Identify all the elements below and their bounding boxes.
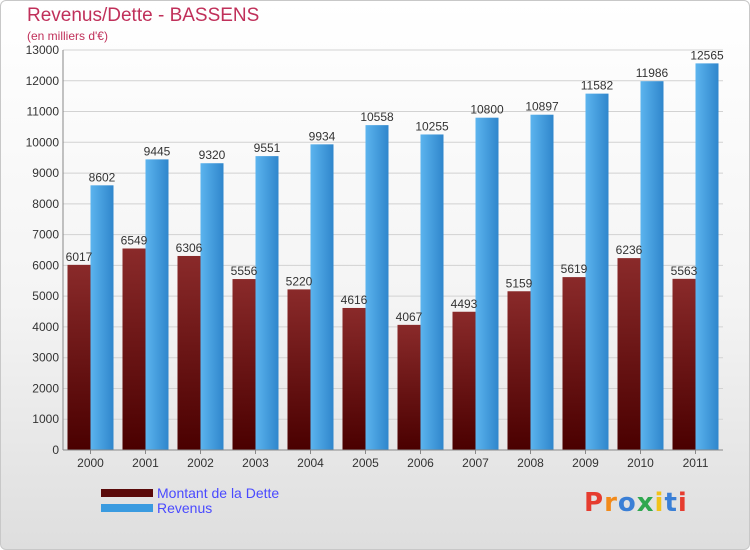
x-tick-label: 2005 <box>352 456 379 470</box>
chart-title: Revenus/Dette - BASSENS <box>27 5 260 26</box>
y-tick-label: 13000 <box>26 43 60 57</box>
y-tick-label: 7000 <box>32 228 59 242</box>
y-tick-label: 11000 <box>27 105 60 119</box>
legend-label-debt: Montant de la Dette <box>157 485 280 501</box>
data-label-dette: 5556 <box>231 264 258 278</box>
bar-revenus <box>475 117 499 450</box>
bar-revenus <box>255 156 279 450</box>
bar-revenus <box>585 93 609 450</box>
y-tick-label: 1000 <box>32 412 59 426</box>
data-label-dette: 4067 <box>396 310 423 324</box>
data-label-dette: 6236 <box>616 243 643 257</box>
legend-swatch-revenus <box>101 504 153 512</box>
logo-letter: i <box>677 488 688 518</box>
bar-revenus <box>695 63 719 451</box>
x-tick-label: 2010 <box>627 456 654 470</box>
y-tick-label: 5000 <box>32 289 59 303</box>
bar-dette <box>507 291 531 450</box>
x-tick-label: 2003 <box>242 456 269 470</box>
legend-label-revenus: Revenus <box>157 500 213 516</box>
bar-dette <box>287 289 311 450</box>
data-label-revenus: 11986 <box>636 66 669 80</box>
x-tick-label: 2006 <box>407 456 434 470</box>
data-label-dette: 6017 <box>66 250 93 264</box>
logo-letter: o <box>617 488 637 518</box>
x-tick-label: 2000 <box>77 456 104 470</box>
data-label-revenus: 9551 <box>254 141 281 155</box>
data-label-dette: 4493 <box>451 297 478 311</box>
legend-swatch-debt <box>101 489 153 497</box>
data-label-revenus: 8602 <box>89 170 116 184</box>
y-tick-label: 12000 <box>26 74 60 88</box>
data-label-dette: 6549 <box>121 233 148 247</box>
y-tick-label: 6000 <box>32 258 59 272</box>
bar-dette <box>342 307 366 450</box>
bar-revenus <box>365 125 389 450</box>
y-tick-label: 9000 <box>32 166 59 180</box>
y-tick-label: 4000 <box>32 320 59 334</box>
data-label-dette: 5220 <box>286 274 313 288</box>
data-label-revenus: 10897 <box>525 100 559 114</box>
data-label-dette: 6306 <box>176 241 203 255</box>
bar-revenus <box>530 114 554 450</box>
data-label-revenus: 9934 <box>309 129 336 143</box>
x-tick-label: 2011 <box>683 456 709 470</box>
logo-letter: r <box>604 488 618 518</box>
data-label-dette: 5563 <box>671 264 698 278</box>
logo-letter: i <box>654 488 665 518</box>
bar-revenus <box>640 81 664 450</box>
data-label-revenus: 10800 <box>470 103 504 117</box>
x-tick-label: 2009 <box>572 456 599 470</box>
data-label-revenus: 12565 <box>690 48 724 62</box>
bar-dette <box>617 258 641 450</box>
bar-dette <box>122 248 146 450</box>
logo-letter: t <box>664 488 678 518</box>
data-label-dette: 5619 <box>561 262 588 276</box>
logo-letter: P <box>584 488 605 518</box>
y-tick-label: 8000 <box>32 197 59 211</box>
x-tick-label: 2008 <box>517 456 544 470</box>
x-tick-label: 2002 <box>187 456 214 470</box>
y-tick-label: 10000 <box>26 135 60 149</box>
bar-dette <box>672 278 696 450</box>
data-label-revenus: 9320 <box>199 148 226 162</box>
bar-revenus <box>420 134 444 450</box>
proxiti-logo: Proxiti <box>584 488 688 518</box>
bar-revenus <box>145 159 169 450</box>
chart-subtitle: (en milliers d'€) <box>27 29 108 43</box>
bar-revenus <box>90 185 114 451</box>
bar-dette <box>232 279 256 450</box>
x-tick-label: 2004 <box>297 456 324 470</box>
bar-dette <box>67 264 91 450</box>
data-label-revenus: 9445 <box>144 144 171 158</box>
bar-revenus <box>310 144 334 451</box>
x-tick-label: 2007 <box>462 456 489 470</box>
bar-dette <box>452 311 476 450</box>
x-tick-label: 2001 <box>132 456 159 470</box>
data-label-revenus: 10255 <box>415 119 449 133</box>
bar-revenus <box>200 163 224 450</box>
data-label-revenus: 11582 <box>581 79 614 93</box>
bar-dette <box>397 324 421 450</box>
data-label-dette: 5159 <box>506 276 533 290</box>
y-tick-label: 2000 <box>32 381 59 395</box>
bar-dette <box>562 277 586 450</box>
y-tick-label: 3000 <box>32 351 59 365</box>
bar-dette <box>177 255 201 450</box>
y-tick-label: 0 <box>52 443 59 457</box>
data-label-dette: 4616 <box>341 293 368 307</box>
data-label-revenus: 10558 <box>360 110 394 124</box>
logo-letter: x <box>636 488 655 518</box>
